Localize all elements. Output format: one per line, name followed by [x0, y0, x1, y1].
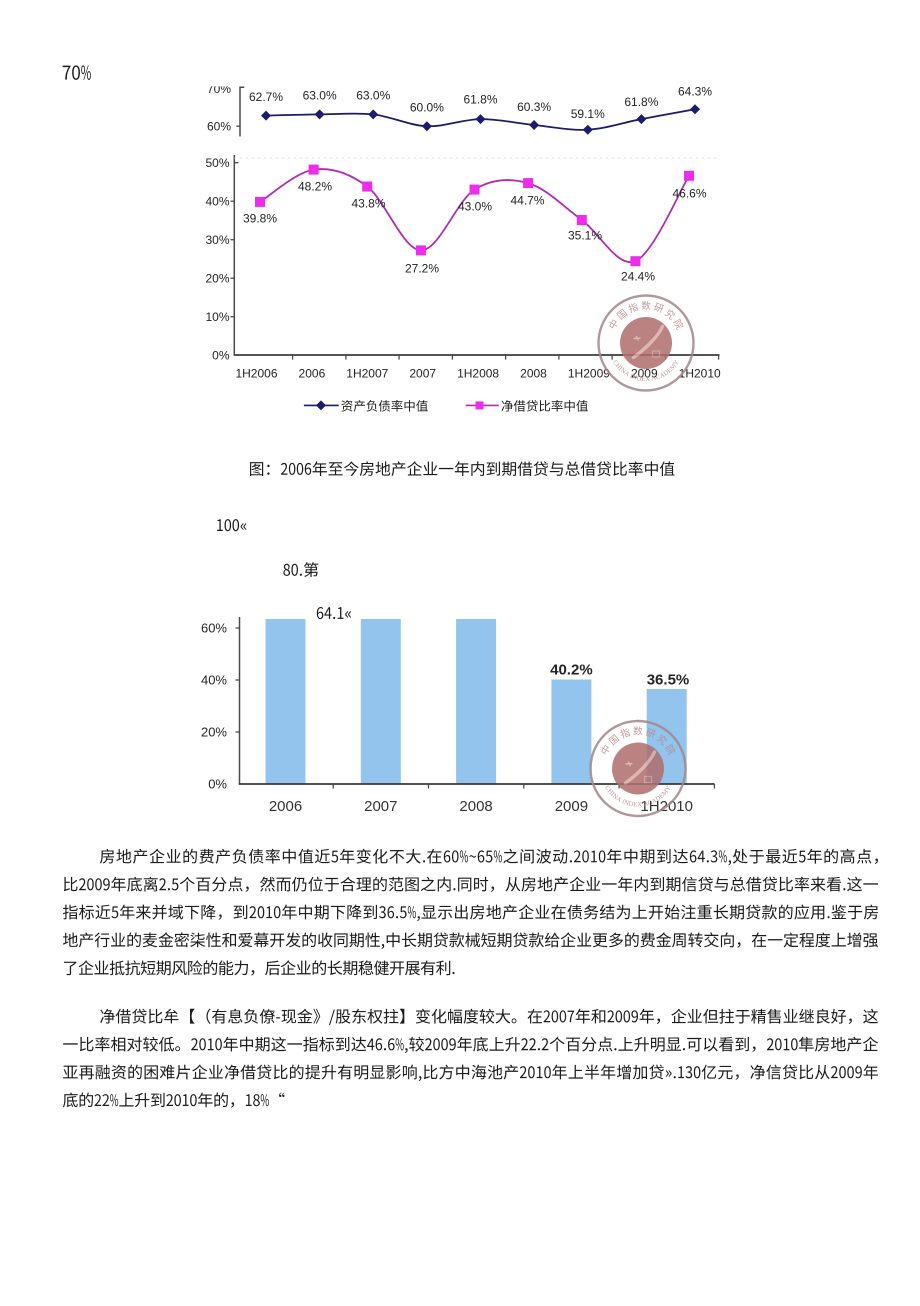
svg-text:43.8%: 43.8% — [351, 197, 385, 211]
svg-text:59.1%: 59.1% — [571, 107, 605, 121]
svg-text:46.6%: 46.6% — [672, 187, 706, 201]
svg-text:0%: 0% — [212, 349, 230, 363]
svg-text:1H2009: 1H2009 — [568, 367, 610, 381]
svg-text:2007: 2007 — [364, 798, 397, 815]
svg-text:2008: 2008 — [520, 367, 547, 381]
svg-text:27.2%: 27.2% — [405, 261, 439, 275]
svg-text:61.8%: 61.8% — [624, 95, 658, 109]
svg-text:50%: 50% — [205, 156, 229, 170]
svg-text:43.0%: 43.0% — [458, 200, 492, 214]
svg-text:2006: 2006 — [299, 367, 326, 381]
svg-text:30%: 30% — [205, 233, 229, 247]
svg-text:63.0%: 63.0% — [356, 88, 390, 102]
svg-text:36.5%: 36.5% — [647, 672, 690, 689]
svg-text:2007: 2007 — [409, 367, 436, 381]
svg-text:35.1%: 35.1% — [568, 228, 602, 242]
svg-text:2008: 2008 — [459, 798, 492, 815]
svg-text:2006: 2006 — [269, 798, 302, 815]
svg-text:40%: 40% — [201, 673, 227, 688]
svg-text:0%: 0% — [208, 777, 227, 792]
svg-text:39.8%: 39.8% — [243, 212, 277, 226]
svg-text:62.7%: 62.7% — [249, 90, 283, 104]
svg-text:44.7%: 44.7% — [510, 194, 544, 208]
svg-text:60%: 60% — [201, 621, 227, 636]
svg-text:2009: 2009 — [555, 798, 588, 815]
svg-text:1H2006: 1H2006 — [235, 367, 277, 381]
svg-text:40.2%: 40.2% — [550, 662, 593, 679]
svg-text:48.2%: 48.2% — [298, 180, 332, 194]
svg-text:64.3%: 64.3% — [678, 85, 712, 99]
svg-text:60%: 60% — [207, 120, 231, 134]
svg-text:20%: 20% — [201, 725, 227, 740]
svg-text:1H2007: 1H2007 — [346, 367, 388, 381]
svg-text:60.3%: 60.3% — [517, 100, 551, 114]
svg-text:60.0%: 60.0% — [410, 101, 444, 115]
svg-text:10%: 10% — [205, 310, 229, 324]
svg-text:61.8%: 61.8% — [463, 92, 497, 106]
svg-text:1H2008: 1H2008 — [457, 367, 499, 381]
svg-text:24.4%: 24.4% — [621, 270, 655, 284]
svg-text:40%: 40% — [205, 195, 229, 209]
svg-text:63.0%: 63.0% — [303, 88, 337, 102]
svg-text:20%: 20% — [205, 272, 229, 286]
svg-text:1H2010: 1H2010 — [679, 367, 721, 381]
